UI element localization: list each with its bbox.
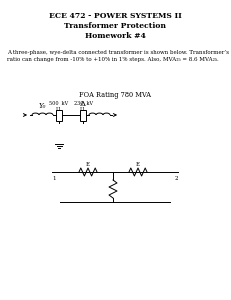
Text: Y₀: Y₀ — [38, 101, 46, 110]
Text: 230  kV
LL: 230 kV LL — [73, 101, 92, 112]
Text: ECE 472 - POWER SYSTEMS II: ECE 472 - POWER SYSTEMS II — [49, 12, 181, 20]
Text: 1: 1 — [52, 176, 56, 181]
Bar — [80, 110, 86, 121]
Text: E: E — [136, 161, 140, 166]
Text: E: E — [86, 161, 90, 166]
Text: FOA Rating 780 MVA: FOA Rating 780 MVA — [79, 91, 151, 99]
Text: Δ: Δ — [80, 100, 86, 107]
Text: A three-phase, wye-delta connected transformer is shown below. Transformer’s tur: A three-phase, wye-delta connected trans… — [7, 50, 231, 62]
Text: Homework #4: Homework #4 — [85, 32, 146, 40]
Text: Transformer Protection: Transformer Protection — [64, 22, 166, 30]
Bar — [56, 110, 62, 121]
Text: 2: 2 — [174, 176, 178, 181]
Text: 500  kV
LL: 500 kV LL — [49, 101, 69, 112]
